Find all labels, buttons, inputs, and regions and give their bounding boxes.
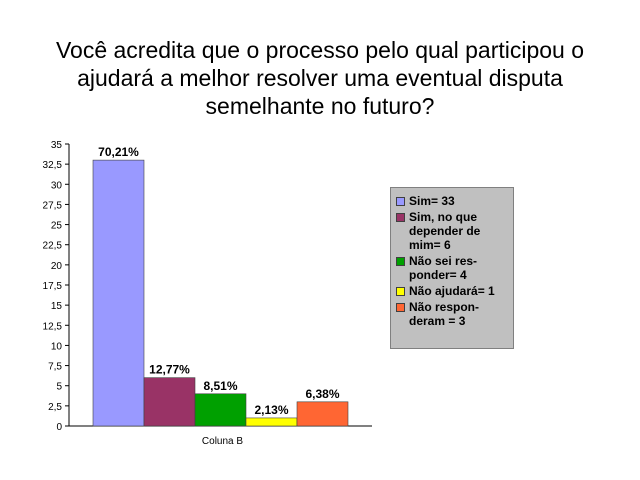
y-tick-label: 0 (56, 422, 62, 433)
y-tick-label: 2,5 (48, 402, 62, 413)
bar-5 (296, 401, 349, 427)
bar-3 (194, 393, 247, 427)
bar-4 (245, 417, 298, 427)
data-label-3: 8,51% (203, 379, 237, 393)
chart-title: Você acredita que o processo pelo qual p… (20, 36, 620, 120)
legend-swatch (396, 257, 405, 266)
legend-item-5: Não respon- deram = 3 (395, 300, 509, 328)
y-tick-label: 15 (51, 301, 63, 312)
legend-item-1: Sim= 33 (395, 194, 509, 208)
legend-label: Não sei res- ponder= 4 (409, 254, 478, 282)
legend-label: Sim, no que depender de mim= 6 (409, 210, 481, 252)
y-tick-label: 30 (51, 180, 63, 191)
legend-label: Não respon- deram = 3 (409, 300, 480, 328)
legend-item-3: Não sei res- ponder= 4 (395, 254, 509, 282)
chart-legend: Sim= 33 Sim, no que depender de mim= 6 Não… (390, 187, 514, 349)
y-tick-label: 32,5 (43, 160, 63, 171)
data-label-5: 6,38% (305, 387, 339, 401)
y-tick-label: 5 (56, 382, 62, 393)
chart-title-line-3: semelhante no futuro? (205, 93, 435, 119)
y-tick-label: 7,5 (48, 362, 62, 373)
legend-swatch (396, 287, 405, 296)
data-label-2: 12,77% (149, 363, 190, 377)
data-label-4: 2,13% (254, 403, 288, 417)
x-category-label: Coluna B (202, 436, 243, 447)
y-tick-label: 20 (51, 261, 63, 272)
chart-title-line-1: Você acredita que o processo pelo qual p… (55, 37, 585, 63)
legend-swatch (396, 197, 405, 206)
chart-title-line-2: ajudará a melhor resolver uma eventual d… (77, 65, 563, 91)
legend-swatch (396, 303, 405, 312)
data-label-1: 70,21% (98, 145, 139, 159)
y-tick-label: 25 (51, 221, 63, 232)
y-tick-label: 22,5 (43, 241, 63, 252)
y-tick-label: 35 (51, 140, 63, 151)
y-tick-label: 17,5 (43, 281, 63, 292)
y-tick-label: 10 (51, 341, 63, 352)
legend-item-4: Não ajudará= 1 (395, 284, 509, 298)
bar-1 (92, 159, 145, 427)
y-tick-label: 12,5 (43, 321, 63, 332)
bar-2 (143, 377, 196, 427)
legend-item-2: Sim, no que depender de mim= 6 (395, 210, 509, 252)
y-tick-label: 27,5 (43, 200, 63, 211)
legend-label: Sim= 33 (409, 194, 455, 208)
legend-label: Não ajudará= 1 (409, 284, 495, 298)
legend-swatch (396, 213, 405, 222)
